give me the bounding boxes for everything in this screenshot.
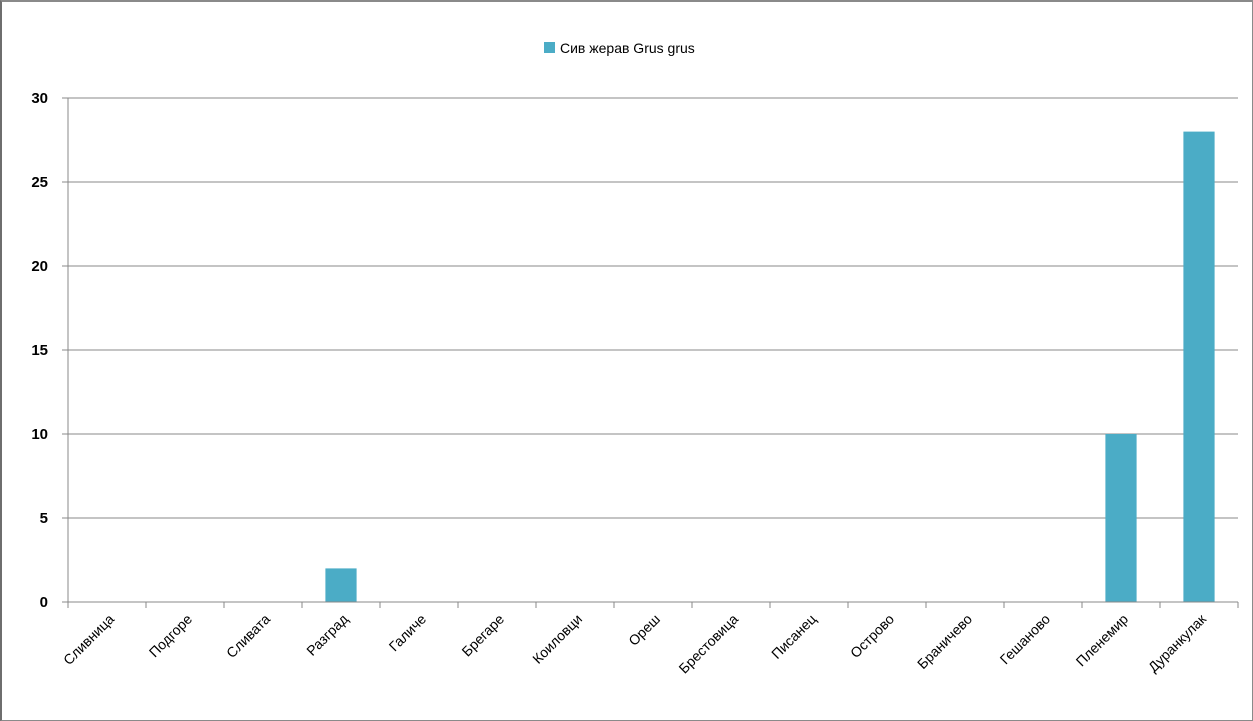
x-tick-label: Гешаново bbox=[997, 611, 1054, 668]
bar bbox=[325, 568, 357, 602]
y-tick-label: 30 bbox=[31, 90, 48, 107]
y-axis-ticks: 0 5 10 15 20 25 30 bbox=[31, 90, 68, 611]
x-tick-label: Сливница bbox=[60, 611, 117, 668]
bar bbox=[1105, 434, 1137, 602]
bar bbox=[1183, 131, 1215, 602]
x-axis-labels: Сливница Подгоре Сливата Разград Галиче Брега… bbox=[60, 610, 1210, 676]
legend: Сив жерав Grus grus bbox=[544, 40, 695, 56]
x-tick-label: Разград bbox=[303, 611, 351, 659]
x-tick-label: Пленемир bbox=[1073, 611, 1132, 670]
x-tick-label: Брегаре bbox=[458, 611, 507, 660]
y-tick-label: 25 bbox=[31, 174, 48, 191]
y-tick-label: 5 bbox=[40, 510, 48, 527]
x-tick-label: Галиче bbox=[386, 611, 430, 655]
y-tick-label: 15 bbox=[31, 342, 48, 359]
y-tick-label: 10 bbox=[31, 426, 48, 443]
gridlines bbox=[68, 97, 1238, 519]
axes bbox=[67, 98, 1239, 608]
x-tick-label: Дуранкулак bbox=[1145, 610, 1210, 675]
x-tick-label: Сливата bbox=[223, 611, 273, 661]
x-tick-label: Брестовица bbox=[675, 611, 741, 677]
x-tick-label: Браничево bbox=[914, 611, 975, 672]
legend-label: Сив жерав Grus grus bbox=[560, 40, 695, 56]
y-tick-label: 20 bbox=[31, 258, 48, 275]
bars bbox=[325, 131, 1215, 602]
x-tick-label: Подгоре bbox=[146, 611, 196, 661]
x-tick-label: Коиловци bbox=[529, 611, 585, 667]
x-tick-label: Острово bbox=[847, 611, 897, 661]
x-tick-label: Ореш bbox=[625, 611, 663, 649]
y-tick-label: 0 bbox=[40, 594, 48, 611]
legend-swatch bbox=[544, 42, 555, 53]
x-tick-label: Писанец bbox=[768, 611, 819, 662]
